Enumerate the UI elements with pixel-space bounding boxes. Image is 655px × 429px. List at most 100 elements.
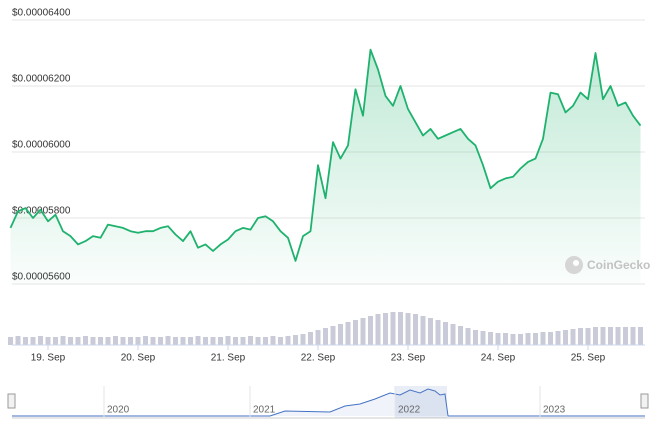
volume-bar xyxy=(105,337,111,345)
volume-bar xyxy=(218,337,223,345)
navigator-label: 2023 xyxy=(543,405,566,416)
volume-bar xyxy=(38,336,43,345)
volume-bar xyxy=(390,312,396,345)
volume-bar xyxy=(518,334,523,345)
volume-bar xyxy=(203,337,208,345)
volume-bar xyxy=(540,332,546,345)
navigator: 2020 2021 2022 2023 xyxy=(7,386,649,419)
volume-bar xyxy=(623,327,628,345)
volume-bar xyxy=(120,337,126,345)
volume-bar xyxy=(458,326,463,345)
volume-bar xyxy=(30,337,36,345)
volume-bar xyxy=(150,337,156,345)
volume-bar xyxy=(383,313,388,345)
x-tick-label: 21. Sep xyxy=(211,353,246,364)
navigator-range xyxy=(395,386,447,418)
volume-bar xyxy=(555,331,561,345)
volume-bar xyxy=(345,322,351,345)
volume-bar xyxy=(435,320,441,345)
volume-bar xyxy=(113,336,118,345)
x-tick-label: 19. Sep xyxy=(31,353,66,364)
volume-bar xyxy=(353,320,358,345)
volume-bar xyxy=(338,324,343,345)
y-tick-label: $0.00006400 xyxy=(12,8,71,19)
y-tick-label: $0.00006000 xyxy=(12,140,71,151)
volume-bar xyxy=(608,327,613,345)
volume-bar xyxy=(8,337,13,345)
volume-bar xyxy=(300,334,306,345)
volume-bar xyxy=(45,337,51,345)
volume-bar xyxy=(278,337,283,345)
volume-bar xyxy=(225,336,231,345)
volume-bar xyxy=(158,337,163,345)
volume-bar xyxy=(405,313,411,345)
volume-bar xyxy=(533,333,538,345)
volume-bar xyxy=(285,336,291,345)
x-tick-label: 22. Sep xyxy=(301,353,336,364)
volume-bar xyxy=(600,327,606,345)
volume-bar xyxy=(510,334,516,345)
volume-bar xyxy=(90,337,96,345)
volume-bar xyxy=(443,322,448,345)
volume-bar xyxy=(503,333,508,345)
volume-bar xyxy=(165,336,171,345)
volume-bar xyxy=(53,337,58,345)
volume-bar xyxy=(60,336,66,345)
volume-bar xyxy=(240,337,246,345)
volume-bar xyxy=(413,314,418,345)
volume-bar xyxy=(180,337,186,345)
volume-bar xyxy=(465,328,471,345)
volume-bar xyxy=(15,336,21,345)
watermark: CoinGecko xyxy=(565,256,650,274)
volume-bar xyxy=(615,327,621,345)
navigator-handle[interactable] xyxy=(640,393,649,409)
volume-bar xyxy=(480,331,486,345)
volume-bar xyxy=(368,316,373,345)
volume-bar xyxy=(375,314,381,345)
volume-bar xyxy=(173,337,178,345)
volume-bar xyxy=(98,337,103,345)
volume-bar xyxy=(473,330,478,345)
navigator-label: 2020 xyxy=(107,405,130,416)
volume-bar xyxy=(233,337,238,345)
volume-bar xyxy=(263,337,268,345)
navigator-label: 2021 xyxy=(253,405,276,416)
volume-bar xyxy=(495,333,501,345)
volume-bar xyxy=(135,337,141,345)
volume-bar xyxy=(23,337,28,345)
volume-bar xyxy=(593,327,598,345)
volume-bar xyxy=(128,337,133,345)
volume-bar xyxy=(210,337,216,345)
volume-bar xyxy=(450,324,456,345)
volume-bar xyxy=(330,326,336,345)
volume-bar xyxy=(255,337,261,345)
navigator-label: 2022 xyxy=(398,405,421,416)
volume-bar xyxy=(420,316,426,345)
y-tick-label: $0.00006200 xyxy=(12,74,71,85)
navigator-line xyxy=(12,388,645,417)
volume-bar xyxy=(143,336,148,345)
volume-bar xyxy=(188,337,193,345)
volume-bar xyxy=(570,329,576,345)
volume-bar xyxy=(563,330,568,345)
watermark-text: CoinGecko xyxy=(587,258,650,272)
volume-bar xyxy=(248,336,253,345)
price-line xyxy=(9,48,642,262)
x-tick-label: 23. Sep xyxy=(391,353,426,364)
volume-bar xyxy=(360,318,366,345)
navigator-handle[interactable] xyxy=(7,393,16,409)
price-area xyxy=(10,49,641,285)
x-tick-label: 20. Sep xyxy=(121,353,156,364)
volume-bar xyxy=(83,336,88,345)
volume-bar xyxy=(585,328,591,345)
volume-bar xyxy=(578,328,583,345)
volume-bar xyxy=(488,332,493,345)
volume-bar xyxy=(398,312,403,345)
volume-bar xyxy=(428,318,433,345)
volume-bar xyxy=(315,330,321,345)
volume-bar xyxy=(195,336,201,345)
x-tick-label: 25. Sep xyxy=(571,353,606,364)
volume-bar xyxy=(293,335,298,345)
volume-bar xyxy=(75,337,81,345)
